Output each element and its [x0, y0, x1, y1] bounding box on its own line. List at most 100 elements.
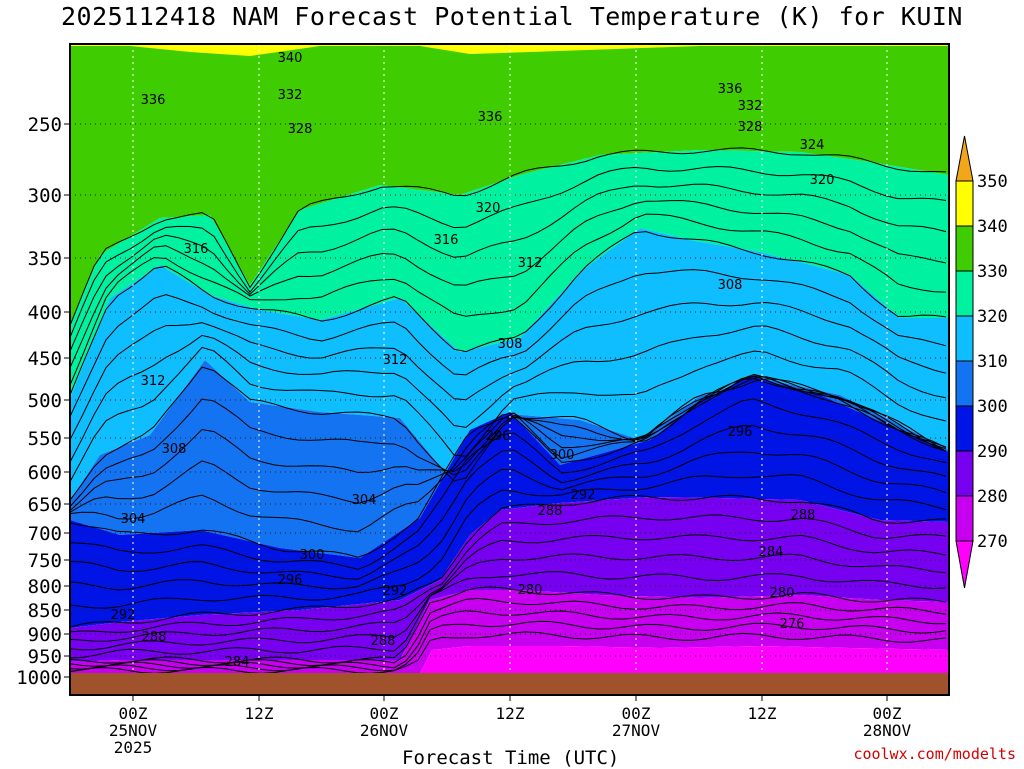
colorbar-segment: [955, 360, 974, 407]
contour-band: [70, 46, 949, 325]
x-tick-label: 28NOV: [863, 721, 912, 740]
y-tick-label: 300: [28, 185, 62, 207]
contour-line: [69, 571, 947, 659]
contour-line: [69, 200, 947, 368]
y-tick-label: 800: [28, 576, 62, 598]
contour-label: 320: [476, 201, 501, 216]
y-tick-label: 700: [28, 523, 62, 545]
contour-line: [69, 378, 947, 533]
contour-label: 280: [518, 583, 543, 598]
y-tick-label: 600: [28, 462, 62, 484]
contour-label: 288: [791, 508, 816, 523]
contour-labels: 340 336 332 328 336 336 332 328 324 320 320 316 316 3…: [111, 51, 835, 670]
contour-label: 288: [142, 630, 167, 645]
colorbar-label: 320: [977, 307, 1008, 327]
contour-line: [69, 451, 947, 591]
x-tick-label: 2025: [114, 738, 153, 757]
contour-label: 312: [383, 353, 408, 368]
contour-label: 328: [288, 122, 313, 137]
colorbar-label: 280: [977, 487, 1008, 507]
contour-label: 316: [434, 233, 459, 248]
x-tick-label: 12Z: [748, 704, 777, 723]
contour-label: 284: [225, 655, 250, 670]
contour-label: 284: [759, 545, 784, 560]
x-tick-label: 12Z: [496, 704, 525, 723]
chart-title: 2025112418 NAM Forecast Potential Temper…: [61, 2, 963, 31]
contour-label: 296: [486, 429, 511, 444]
contour-line: [69, 231, 947, 396]
x-tick-label: 00Z: [370, 704, 399, 723]
contour-line: [69, 269, 947, 417]
contour-line: [69, 346, 947, 482]
y-tick-label: 450: [28, 348, 62, 370]
x-tick-label: 00Z: [873, 704, 902, 723]
contour-label: 308: [498, 337, 523, 352]
colorbar-segment: [955, 270, 974, 317]
contour-label: 312: [141, 374, 166, 389]
contour-line: [69, 376, 947, 507]
contour-label: 292: [383, 584, 408, 599]
contour-label: 292: [111, 608, 136, 623]
contour-line: [69, 631, 947, 674]
contour-line: [69, 474, 947, 609]
colorbar-label: 340: [977, 217, 1008, 237]
contour-label: 288: [371, 634, 396, 649]
contour-line: [69, 425, 947, 580]
contour-line: [69, 325, 947, 463]
colorbar-label: 310: [977, 352, 1008, 372]
contour-label: 312: [518, 256, 543, 271]
colorbar-segment: [955, 180, 974, 227]
contour-label: 336: [718, 82, 743, 97]
colorbar-segment: [955, 405, 974, 452]
surface-terrain: [70, 673, 949, 695]
y-tick-label: 1000: [16, 667, 62, 689]
y-tick-label: 550: [28, 428, 62, 450]
contour-line: [69, 398, 947, 570]
contour-label: 296: [278, 573, 303, 588]
contour-lines: [69, 147, 947, 674]
contour-line: [69, 620, 947, 672]
colorbar-segment: [955, 495, 974, 542]
x-tick-label: 12Z: [245, 704, 274, 723]
x-tick-label: 26NOV: [360, 721, 409, 740]
colorbar-label: 330: [977, 262, 1008, 282]
contour-label: 320: [810, 173, 835, 188]
x-tick-label: 00Z: [622, 704, 651, 723]
y-tick-label: 900: [28, 624, 62, 646]
contour-line: [69, 494, 947, 628]
contour-label: 280: [770, 586, 795, 601]
contour-line: [69, 165, 947, 338]
colorbar-label: 350: [977, 172, 1008, 192]
colorbar-label: 290: [977, 442, 1008, 462]
y-axis: 2503003504004505005506006507007508008509…: [16, 114, 70, 689]
colorbar-label: 300: [977, 397, 1008, 417]
contour-label: 276: [780, 617, 805, 632]
y-tick-label: 650: [28, 494, 62, 516]
grid-lines: [70, 44, 949, 695]
contour-line: [69, 147, 947, 326]
colorbar-top-triangle: [955, 135, 974, 182]
contour-label: 336: [478, 110, 503, 125]
x-axis-label: Forecast Time (UTC): [402, 747, 620, 769]
contour-label: 316: [184, 242, 209, 257]
contour-label: 324: [800, 138, 825, 153]
contour-label: 292: [571, 488, 596, 503]
x-tick-label: 25NOV: [109, 721, 158, 740]
y-tick-label: 850: [28, 600, 62, 622]
contour-line: [69, 373, 947, 558]
colorbar: 350 340 330 320 310 300 290 280 270: [955, 135, 1008, 589]
colorbar-bottom-triangle: [955, 540, 974, 589]
contour-label: 332: [738, 99, 763, 114]
contour-label: 336: [141, 93, 166, 108]
contour-label: 304: [121, 512, 146, 527]
contour-line: [69, 514, 947, 633]
contour-label: 304: [352, 493, 377, 508]
colorbar-segment: [955, 450, 974, 497]
contour-line: [69, 375, 947, 512]
x-tick-label: 00Z: [119, 704, 148, 723]
contour-label: 332: [278, 88, 303, 103]
contour-label: 328: [738, 120, 763, 135]
contour-band: [70, 360, 949, 558]
